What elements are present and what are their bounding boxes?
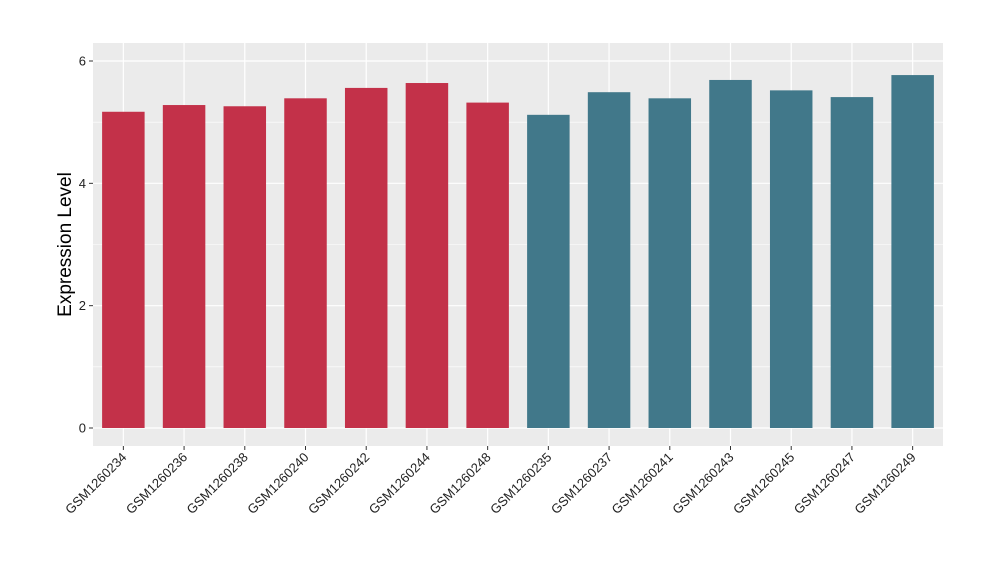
y-tick-label: 6: [79, 54, 86, 69]
bar-gsm1260234: [102, 111, 145, 428]
y-axis-title: Expression Level: [55, 172, 76, 317]
x-tick-label: GSM1260234: [62, 450, 129, 517]
x-tick-label: GSM1260245: [730, 450, 797, 517]
x-tick-label: GSM1260248: [426, 450, 493, 517]
x-tick-label: GSM1260238: [184, 450, 251, 517]
y-tick-label: 4: [79, 176, 86, 191]
bar-gsm1260236: [162, 105, 206, 428]
bar-gsm1260241: [648, 98, 692, 428]
x-tick-label: GSM1260247: [791, 450, 858, 517]
x-tick-label: GSM1260237: [548, 450, 615, 517]
x-tick-label: GSM1260235: [487, 450, 554, 517]
bar-gsm1260238: [223, 106, 267, 428]
bar-gsm1260242: [344, 87, 388, 428]
x-tick-label: GSM1260240: [244, 450, 311, 517]
x-tick-label: GSM1260243: [669, 450, 736, 517]
bar-gsm1260244: [405, 83, 449, 429]
bar-gsm1260235: [527, 114, 570, 429]
y-axis: 0 2 4 6: [79, 54, 93, 436]
x-tick-label: GSM1260242: [305, 450, 372, 517]
bar-gsm1260237: [587, 92, 631, 428]
y-tick-label: 2: [79, 298, 86, 313]
y-tick-label: 0: [79, 421, 86, 436]
bar-gsm1260245: [769, 90, 813, 429]
x-axis: GSM1260234GSM1260236GSM1260238GSM1260240…: [62, 446, 919, 517]
bar-gsm1260249: [891, 75, 934, 429]
x-tick-label: GSM1260244: [366, 450, 433, 517]
bar-gsm1260243: [709, 79, 752, 428]
bar-gsm1260247: [830, 97, 874, 429]
x-tick-label: GSM1260236: [123, 450, 190, 517]
bar-gsm1260240: [284, 98, 327, 428]
x-tick-label: GSM1260241: [609, 450, 676, 517]
x-tick-label: GSM1260249: [851, 450, 918, 517]
bar-gsm1260248: [466, 102, 509, 429]
bars: [102, 75, 934, 429]
